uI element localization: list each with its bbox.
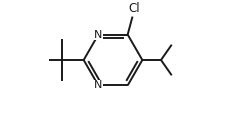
Text: N: N xyxy=(94,80,102,90)
Text: N: N xyxy=(94,30,102,40)
Text: Cl: Cl xyxy=(127,2,139,15)
